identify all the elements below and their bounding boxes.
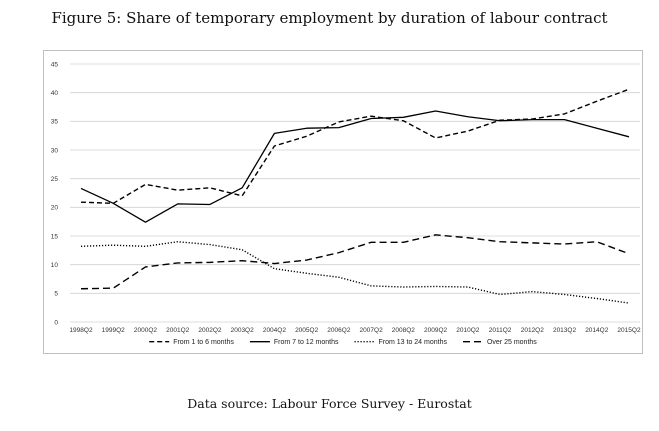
y-tick-label-15: 15 — [51, 233, 59, 240]
x-tick-label-2002Q2: 2002Q2 — [198, 327, 222, 334]
x-tick-label-2015Q2: 2015Q2 — [617, 327, 641, 334]
x-tick-label-2014Q2: 2014Q2 — [585, 327, 609, 334]
series-line-from-7-to-12-months — [80, 110, 630, 223]
legend-label-from-13-to-24-months: From 13 to 24 months — [379, 339, 448, 346]
x-tick-label-2008Q2: 2008Q2 — [392, 327, 416, 334]
y-tick-label-10: 10 — [51, 262, 59, 269]
legend-label-from-1-to-6-months: From 1 to 6 months — [173, 339, 234, 346]
x-tick-label-2013Q2: 2013Q2 — [553, 327, 577, 334]
x-tick-label-1999Q2: 1999Q2 — [102, 327, 126, 334]
data-source-note: Data source: Labour Force Survey - Euros… — [187, 396, 472, 411]
x-tick-label-2010Q2: 2010Q2 — [456, 327, 480, 334]
x-tick-label-2004Q2: 2004Q2 — [263, 327, 287, 334]
x-tick-label-2000Q2: 2000Q2 — [134, 327, 158, 334]
chart-container: 0 5 10 15 20 25 30 35 40 45 1998Q2 1999Q2 2000Q2 2001… — [43, 50, 643, 354]
x-tick-label-2005Q2: 2005Q2 — [295, 327, 319, 334]
y-tick-label-20: 20 — [51, 205, 59, 212]
x-tick-label-2012Q2: 2012Q2 — [521, 327, 545, 334]
x-tick-label-2006Q2: 2006Q2 — [327, 327, 351, 334]
legend-label-over-25-months: Over 25 months — [487, 339, 537, 346]
y-tick-label-40: 40 — [51, 90, 59, 97]
x-tick-label-2001Q2: 2001Q2 — [166, 327, 190, 334]
x-tick-label-2007Q2: 2007Q2 — [360, 327, 384, 334]
y-tick-label-45: 45 — [51, 61, 59, 68]
x-tick-label-1998Q2: 1998Q2 — [69, 327, 93, 334]
y-tick-label-35: 35 — [51, 119, 59, 126]
series-line-from-1-to-6-months — [80, 88, 630, 205]
x-tick-label-2003Q2: 2003Q2 — [231, 327, 255, 334]
y-tick-label-25: 25 — [51, 176, 59, 183]
x-tick-label-2011Q2: 2011Q2 — [489, 327, 512, 334]
line-chart: 0 5 10 15 20 25 30 35 40 45 1998Q2 1999Q2 2000Q2 2001… — [51, 61, 641, 346]
y-tick-label-30: 30 — [51, 147, 59, 154]
y-tick-label-5: 5 — [54, 291, 58, 298]
y-tick-label-0: 0 — [54, 319, 58, 326]
legend-label-from-7-to-12-months: From 7 to 12 months — [274, 339, 339, 346]
series-line-from-13-to-24-months — [80, 241, 630, 304]
figure-caption: Figure 5: Share of temporary employment … — [51, 9, 608, 27]
series-line-over-25-months — [80, 234, 630, 290]
x-tick-label-2009Q2: 2009Q2 — [424, 327, 448, 334]
